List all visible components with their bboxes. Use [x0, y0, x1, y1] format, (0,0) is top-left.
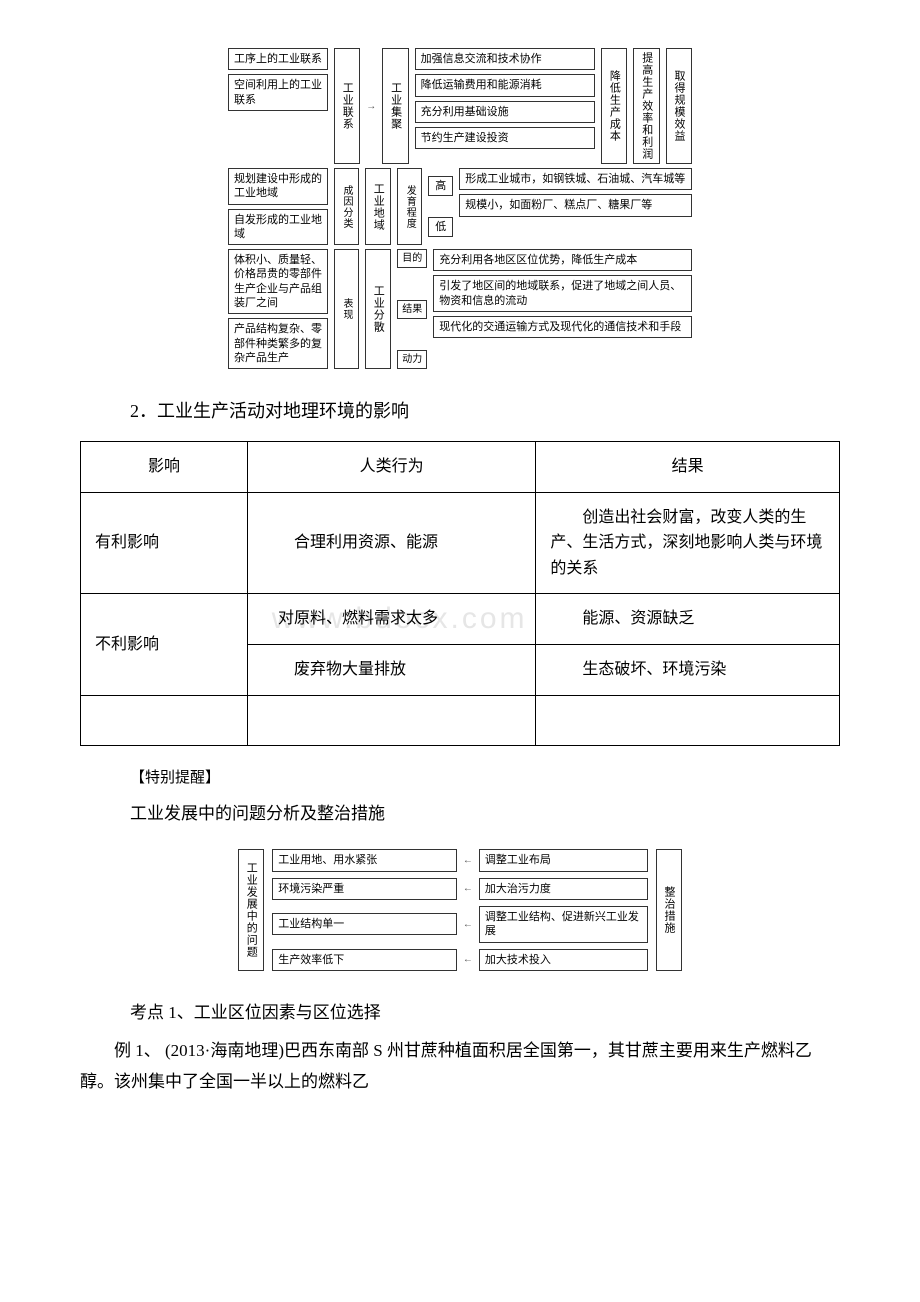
diagram-box: 加大技术投入	[479, 949, 648, 971]
diagram-vert-box: 提高生产效率和利润	[633, 48, 659, 164]
kaodian-1-title: 考点 1、工业区位因素与区位选择	[130, 999, 840, 1026]
table-text: 创造出社会财富，改变人类的生产、生活方式，深刻地影响人类与环境的关系	[550, 509, 822, 577]
table-text: 不利影响	[95, 636, 159, 653]
table-cell: 能源、资源缺乏	[536, 594, 840, 645]
arrow-left-icon: ←	[463, 918, 473, 931]
impact-table: 影响 人类行为 结果 有利影响 合理利用资源、能源 创造出社会财富，改变人类的生…	[80, 441, 840, 746]
diagram-box: 工业用地、用水紧张	[272, 849, 457, 871]
diagram-box: 工业结构单一	[272, 913, 457, 935]
diagram-box: 引发了地区间的地域联系，促进了地域之间人员、物资和信息的流动	[433, 275, 692, 312]
diagram-box: 环境污染严重	[272, 878, 457, 900]
table-text: 合理利用资源、能源	[294, 534, 438, 551]
section-2-title: 2．工业生产活动对地理环境的影响	[130, 397, 840, 426]
diagram-box: 体积小、质量轻、价格昂贵的零部件生产企业与产品组装厂之间	[228, 249, 328, 314]
diagram-vert-box: 工业发展中的问题	[238, 849, 264, 970]
table-cell	[247, 695, 535, 746]
reminder-label: 【特别提醒】	[130, 766, 840, 790]
table-header: 影响	[81, 442, 248, 493]
table-header: 人类行为	[247, 442, 535, 493]
table-text: 有利影响	[95, 534, 159, 551]
diagram-vert-box: 工业集聚	[382, 48, 408, 164]
table-text: 生态破坏、环境污染	[582, 661, 726, 678]
table-text: 能源、资源缺乏	[582, 610, 694, 627]
diagram-vert-box: 工业分散	[365, 249, 391, 369]
diagram-box: 降低运输费用和能源消耗	[415, 74, 596, 96]
diagram-box: 充分利用各地区区位优势，降低生产成本	[433, 249, 692, 271]
diagram-box: 形成工业城市，如钢铁城、石油城、汽车城等	[459, 168, 692, 190]
diagram-label: 表现	[334, 249, 359, 369]
diagram-box: 空间利用上的工业联系	[228, 74, 328, 111]
diagram-vert-box: 工业地域	[365, 168, 391, 245]
diagram-box: 节约生产建设投资	[415, 127, 596, 149]
diagram-box: 规模小，如面粉厂、糕点厂、糖果厂等	[459, 194, 692, 216]
diagram-vert-box: 降低生产成本	[601, 48, 627, 164]
table-cell: www.bdocx.com 对原料、燃料需求太多	[247, 594, 535, 645]
diagram-box: 产品结构复杂、零部件种类繁多的复杂产品生产	[228, 318, 328, 369]
diagram-box: 调整工业布局	[479, 849, 648, 871]
diagram-small-box: 动力	[397, 350, 427, 369]
table-text: 对原料、燃料需求太多	[278, 610, 438, 627]
diagram-box: 加强信息交流和技术协作	[415, 48, 596, 70]
diagram-small-box: 低	[428, 217, 453, 237]
arrow-left-icon: ←	[463, 854, 473, 867]
diagram-small-box: 结果	[397, 300, 427, 319]
table-cell	[536, 695, 840, 746]
table-text: 废弃物大量排放	[294, 661, 406, 678]
diagram-box: 充分利用基础设施	[415, 101, 596, 123]
arrow-left-icon: ←	[463, 953, 473, 966]
diagram-vert-box: 工业联系	[334, 48, 360, 164]
table-cell: 有利影响	[81, 492, 248, 594]
example-1-text: 例 1、 (2013·海南地理)巴西东南部 S 州甘蔗种植面积居全国第一，其甘蔗…	[80, 1036, 840, 1097]
table-cell: 生态破坏、环境污染	[536, 645, 840, 696]
diagram-box: 加大治污力度	[479, 878, 648, 900]
industrial-linkage-diagram: 工序上的工业联系 空间利用上的工业联系 工业联系 → 工业集聚 加强信息交流和技…	[220, 40, 700, 377]
diagram-box: 自发形成的工业地域	[228, 209, 328, 246]
diagram-box: 规划建设中形成的工业地域	[228, 168, 328, 205]
diagram-box: 现代化的交通运输方式及现代化的通信技术和手段	[433, 316, 692, 338]
diagram-vert-box: 取得规模效益	[666, 48, 692, 164]
industrial-problems-diagram: 工业发展中的问题 工业用地、用水紧张 ← 调整工业布局 环境污染严重 ← 加大治…	[230, 841, 690, 978]
diagram-label: 发育程度	[397, 168, 422, 245]
diagram-small-box: 高	[428, 176, 453, 196]
table-header: 结果	[536, 442, 840, 493]
arrow-right-icon: →	[366, 48, 376, 164]
table-cell: 合理利用资源、能源	[247, 492, 535, 594]
diagram-box: 调整工业结构、促进新兴工业发展	[479, 906, 648, 943]
table-cell: 不利影响	[81, 594, 248, 695]
arrow-left-icon: ←	[463, 882, 473, 895]
diagram-box: 工序上的工业联系	[228, 48, 328, 70]
diagram-box: 生产效率低下	[272, 949, 457, 971]
reminder-body: 工业发展中的问题分析及整治措施	[130, 800, 840, 827]
diagram-label: 成因分类	[334, 168, 359, 245]
table-cell: 创造出社会财富，改变人类的生产、生活方式，深刻地影响人类与环境的关系	[536, 492, 840, 594]
diagram-small-box: 目的	[397, 249, 427, 268]
diagram-vert-box: 整治措施	[656, 849, 682, 970]
table-cell	[81, 695, 248, 746]
table-cell: 废弃物大量排放	[247, 645, 535, 696]
